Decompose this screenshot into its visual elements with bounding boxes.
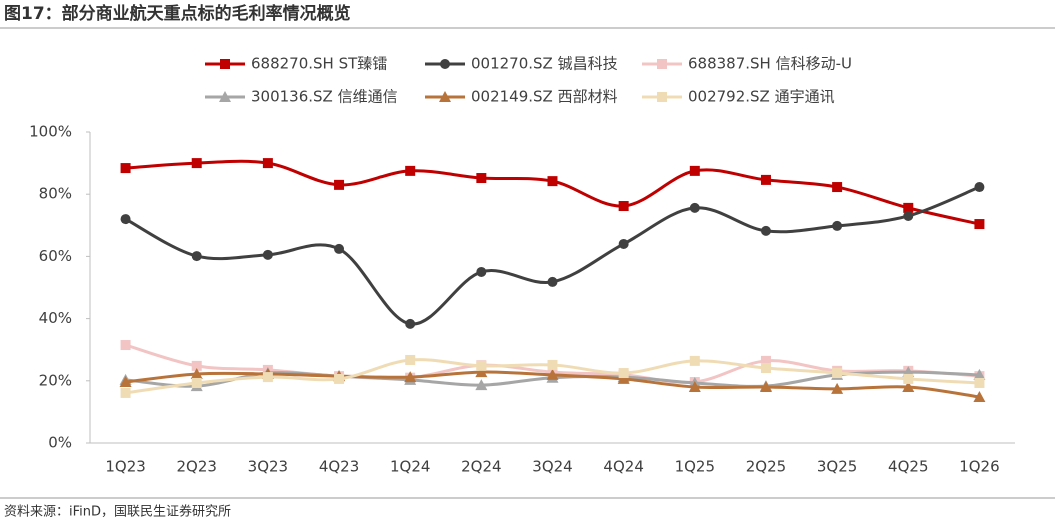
data-point (689, 202, 700, 213)
y-tick-label: 80% (39, 185, 72, 203)
data-point (974, 377, 985, 388)
y-tick-label: 0% (48, 434, 72, 452)
data-point (760, 174, 771, 185)
data-point (832, 182, 843, 193)
source-note: 资料来源：iFinD，国联民生证券研究所 (4, 504, 231, 520)
x-tick-label: 4Q24 (603, 458, 643, 476)
y-tick-label: 40% (39, 309, 72, 327)
y-tick-label: 20% (39, 371, 72, 389)
x-tick-label: 1Q26 (959, 458, 999, 476)
data-point (973, 390, 986, 402)
data-point (120, 163, 131, 174)
legend-marker (439, 91, 451, 102)
data-point (759, 381, 772, 393)
data-point (475, 366, 488, 378)
x-tick-label: 1Q25 (675, 458, 715, 476)
legend-label: 688387.SH 信科移动-U (688, 55, 852, 73)
data-point (903, 210, 914, 221)
series-line (124, 185, 980, 326)
data-point (334, 243, 345, 254)
legend-label: 300136.SZ 信维通信 (251, 88, 398, 106)
data-point (120, 387, 131, 398)
data-point (405, 354, 416, 365)
data-point (120, 340, 131, 351)
data-point (547, 276, 558, 287)
data-point (190, 367, 203, 379)
data-point (262, 249, 273, 260)
data-point (120, 214, 131, 225)
data-point (760, 225, 771, 236)
data-point (832, 368, 843, 379)
legend-label: 688270.SH ST臻镭 (251, 55, 387, 73)
data-point (973, 368, 986, 380)
data-point (618, 201, 629, 212)
data-point (618, 238, 629, 249)
data-point (191, 158, 202, 169)
data-point (617, 372, 630, 384)
data-point (831, 382, 844, 394)
x-tick-label: 1Q24 (390, 458, 430, 476)
data-point (546, 368, 559, 380)
chart-title: 图17：部分商业航天重点标的毛利率情况概览 (4, 3, 351, 24)
legend-label: 002149.SZ 西部材料 (471, 88, 618, 106)
legend-marker (657, 59, 667, 69)
data-point (262, 372, 273, 383)
data-point (405, 165, 416, 176)
x-tick-label: 1Q23 (105, 458, 145, 476)
data-point (974, 182, 985, 193)
data-point (476, 360, 487, 371)
y-tick-label: 100% (29, 123, 72, 141)
legend-label: 001270.SZ 铖昌科技 (471, 55, 618, 73)
data-point (974, 219, 985, 230)
series-line (125, 159, 980, 226)
x-tick-label: 2Q23 (177, 458, 217, 476)
data-point (119, 376, 132, 388)
data-point (688, 381, 701, 393)
data-point (618, 368, 629, 379)
legend-marker (220, 59, 230, 69)
data-point (191, 377, 202, 388)
data-point (405, 318, 416, 329)
data-point (476, 173, 487, 184)
data-point (760, 355, 771, 366)
x-tick-label: 2Q25 (746, 458, 786, 476)
legend-marker (219, 91, 231, 102)
data-point (334, 179, 345, 190)
data-point (547, 359, 558, 370)
data-point (903, 202, 914, 213)
data-point (476, 266, 487, 277)
data-point (475, 379, 488, 391)
x-tick-label: 3Q24 (532, 458, 572, 476)
data-point (902, 381, 915, 393)
data-point (334, 373, 345, 384)
legend-label: 002792.SZ 通宇通讯 (688, 88, 835, 106)
x-tick-label: 3Q23 (248, 458, 288, 476)
data-point (191, 251, 202, 262)
data-point (903, 373, 914, 384)
x-tick-label: 4Q23 (319, 458, 359, 476)
data-point (547, 176, 558, 187)
data-point (832, 220, 843, 231)
data-point (689, 165, 700, 176)
legend-marker (657, 92, 667, 102)
legend-marker (440, 59, 450, 69)
x-tick-label: 3Q25 (817, 458, 857, 476)
data-point (404, 371, 417, 383)
data-point (760, 363, 771, 374)
x-tick-label: 4Q25 (888, 458, 928, 476)
data-point (191, 360, 202, 371)
x-tick-label: 2Q24 (461, 458, 501, 476)
data-point (689, 355, 700, 366)
data-point (262, 158, 273, 169)
y-tick-label: 60% (39, 247, 72, 265)
